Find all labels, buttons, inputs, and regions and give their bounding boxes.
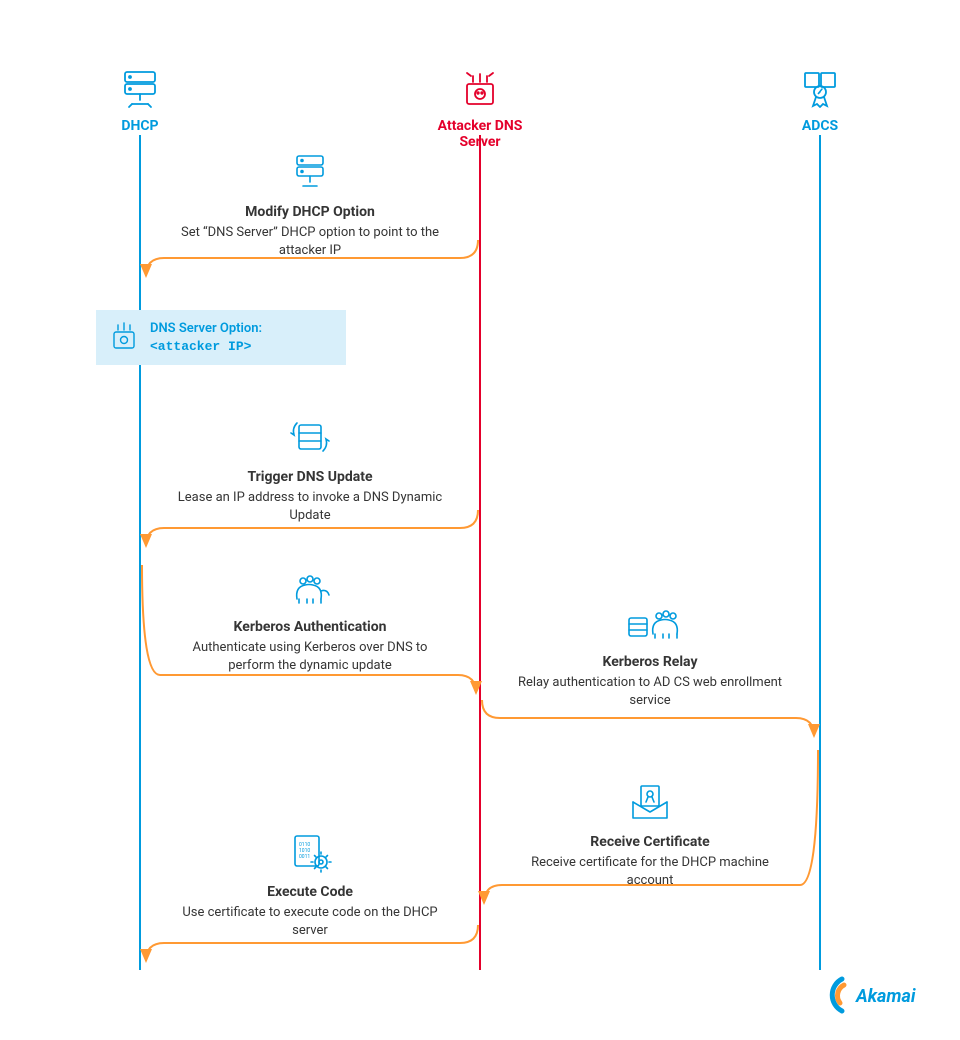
step-title: Modify DHCP Option <box>170 204 450 220</box>
step-execute-code: 0110 1010 0011 Execute Code Use certific… <box>170 830 450 939</box>
step-desc: Relay authentication to AD CS web enroll… <box>510 674 790 709</box>
svg-text:0011: 0011 <box>299 854 310 860</box>
kerberos-relay-icon <box>625 600 675 644</box>
step-kerberos-auth: Kerberos Authentication Authenticate usi… <box>170 565 450 674</box>
step-title: Trigger DNS Update <box>170 469 450 485</box>
step-desc: Receive certificate for the DHCP machine… <box>510 854 790 889</box>
akamai-logo: Akamai <box>820 975 930 1015</box>
kerberos-icon <box>285 565 335 609</box>
step-modify-dhcp: Modify DHCP Option Set “DNS Server” DHCP… <box>170 150 450 259</box>
step-trigger-dns: Trigger DNS Update Lease an IP address t… <box>170 415 450 524</box>
svg-text:Akamai: Akamai <box>855 986 916 1007</box>
step-desc: Use certificate to execute code on the D… <box>170 904 450 939</box>
dns-server-option-note: DNS Server Option: <attacker IP> <box>96 310 346 365</box>
step-kerberos-relay: Kerberos Relay Relay authentication to A… <box>510 600 790 709</box>
envelope-cert-icon <box>625 780 675 824</box>
sequence-diagram: DHCP Attacker DNS Server <box>80 70 880 970</box>
server-icon <box>285 150 335 194</box>
step-desc: Lease an IP address to invoke a DNS Dyna… <box>170 489 450 524</box>
refresh-server-icon <box>285 415 335 459</box>
step-title: Execute Code <box>170 884 450 900</box>
step-desc: Set “DNS Server” DHCP option to point to… <box>170 224 450 259</box>
code-gear-icon: 0110 1010 0011 <box>285 830 335 874</box>
step-title: Kerberos Relay <box>510 654 790 670</box>
step-title: Kerberos Authentication <box>170 619 450 635</box>
step-receive-cert: Receive Certificate Receive certificate … <box>510 780 790 889</box>
attacker-server-icon <box>110 320 138 352</box>
step-title: Receive Certificate <box>510 834 790 850</box>
note-line2: <attacker IP> <box>150 338 328 356</box>
note-line1: DNS Server Option: <box>150 320 328 338</box>
step-desc: Authenticate using Kerberos over DNS to … <box>170 639 450 674</box>
